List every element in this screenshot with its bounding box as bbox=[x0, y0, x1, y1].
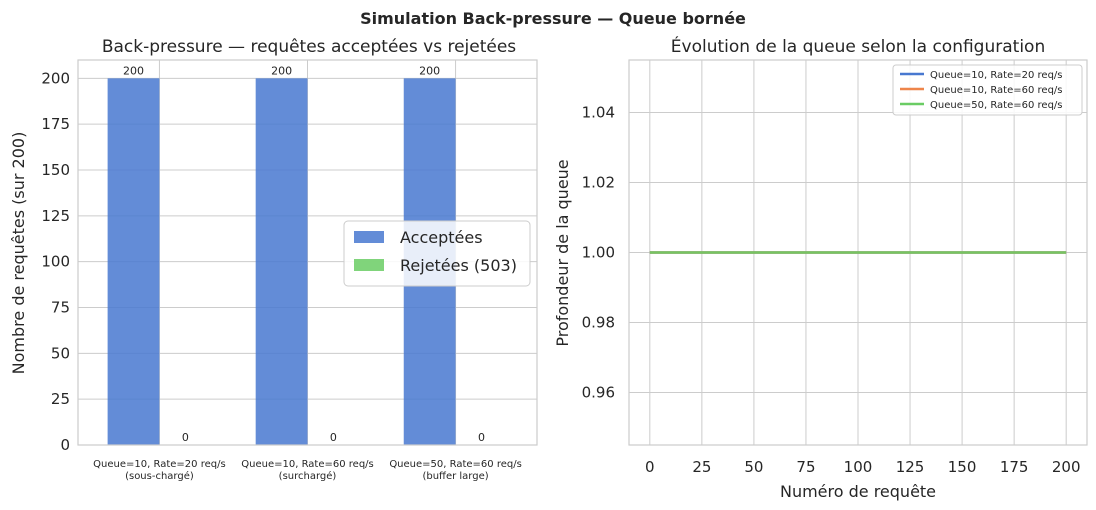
line-chart-y-tick-label: 1.00 bbox=[582, 244, 615, 262]
line-chart-legend: Queue=10, Rate=20 req/s Queue=10, Rate=60… bbox=[892, 64, 1083, 116]
bar-chart-y-tick-label: 50 bbox=[51, 344, 70, 362]
bar-chart-category-label: Queue=10, Rate=20 req/s bbox=[93, 459, 226, 470]
line-chart-x-tick-label: 200 bbox=[1052, 458, 1081, 476]
bar-data-label: 200 bbox=[123, 64, 144, 77]
line-chart-x-tick-label: 25 bbox=[692, 458, 711, 476]
line-chart-title: Évolution de la queue selon la configura… bbox=[671, 35, 1045, 57]
line-chart-x-tick-label: 100 bbox=[844, 458, 873, 476]
line-chart-x-tick-label: 75 bbox=[796, 458, 815, 476]
bar-chart-y-axis-label: Nombre de requêtes (sur 200) bbox=[9, 132, 28, 375]
bar-data-label: 0 bbox=[182, 431, 189, 444]
line-chart-x-axis-label: Numéro de requête bbox=[780, 482, 936, 501]
figure-suptitle: Simulation Back-pressure — Queue bornée bbox=[360, 9, 746, 28]
line-chart-y-axis-label: Profondeur de la queue bbox=[553, 159, 572, 346]
line-chart-x-tick-label: 175 bbox=[1000, 458, 1029, 476]
line-chart-legend-label: Queue=10, Rate=20 req/s bbox=[930, 70, 1063, 81]
line-chart-y-tick-label: 0.96 bbox=[582, 384, 615, 402]
line-chart-x-tick-label: 0 bbox=[645, 458, 655, 476]
bar-chart-y-tick-label: 175 bbox=[41, 115, 70, 133]
bar-chart-ticks: 0 25 50 75 100 125 150 175 200 Queue=10, Rate=20 … bbox=[41, 69, 521, 482]
bar-chart-y-tick-label: 0 bbox=[60, 436, 70, 454]
bar-chart-category-label: Queue=50, Rate=60 req/s bbox=[389, 459, 522, 470]
bar-chart-legend-box bbox=[343, 220, 531, 287]
line-chart-legend-label: Queue=10, Rate=60 req/s bbox=[930, 85, 1063, 96]
bar-chart-frame bbox=[77, 59, 538, 446]
bar-chart-category-label: Queue=10, Rate=60 req/s bbox=[241, 459, 374, 470]
bar-data-label: 0 bbox=[478, 431, 485, 444]
bar-chart-category-label: (surchargé) bbox=[279, 470, 337, 482]
bar-chart-y-tick-label: 25 bbox=[51, 390, 70, 408]
bar bbox=[107, 78, 160, 445]
bar-chart-category-label: (buffer large) bbox=[422, 471, 488, 482]
bar-data-label: 200 bbox=[271, 64, 292, 77]
bar-chart-y-tick-label: 75 bbox=[51, 299, 70, 317]
bar-chart-y-tick-label: 200 bbox=[41, 69, 70, 87]
bar-data-label: 0 bbox=[330, 431, 337, 444]
bar-data-label: 200 bbox=[419, 64, 440, 77]
line-chart-x-tick-label: 125 bbox=[896, 458, 925, 476]
bar bbox=[255, 78, 308, 445]
line-chart-frame bbox=[628, 59, 1088, 446]
bar-chart-legend-swatch bbox=[354, 231, 384, 243]
line-chart-legend-box bbox=[892, 64, 1083, 116]
bar-chart-category-label: (sous-chargé) bbox=[125, 470, 194, 482]
line-chart-legend-label: Queue=50, Rate=60 req/s bbox=[930, 100, 1063, 111]
line-chart-y-tick-label: 0.98 bbox=[582, 314, 615, 332]
line-chart-panel: Évolution de la queue selon la configura… bbox=[553, 35, 1088, 501]
bar-chart-legend: Acceptées Rejetées (503) bbox=[343, 220, 531, 287]
bar-chart-legend-label: Acceptées bbox=[400, 228, 483, 247]
bar-chart-y-tick-label: 100 bbox=[41, 253, 70, 271]
bar-chart-panel: Back-pressure — requêtes acceptées vs re… bbox=[9, 37, 538, 482]
line-chart-ticks: 0.96 0.98 1.00 1.02 1.04 0 25 50 75 100 125 150 175 2… bbox=[582, 104, 1081, 477]
line-chart-x-tick-label: 150 bbox=[948, 458, 977, 476]
line-chart-y-tick-label: 1.04 bbox=[582, 104, 615, 122]
bar-chart-legend-label: Rejetées (503) bbox=[400, 256, 517, 275]
line-chart-x-tick-label: 50 bbox=[744, 458, 763, 476]
bar-chart-y-tick-label: 125 bbox=[41, 207, 70, 225]
bar-chart-y-tick-label: 150 bbox=[41, 161, 70, 179]
line-chart-y-tick-label: 1.02 bbox=[582, 174, 615, 192]
bar-chart-legend-swatch bbox=[354, 259, 384, 271]
bar-chart-title: Back-pressure — requêtes acceptées vs re… bbox=[102, 37, 516, 57]
